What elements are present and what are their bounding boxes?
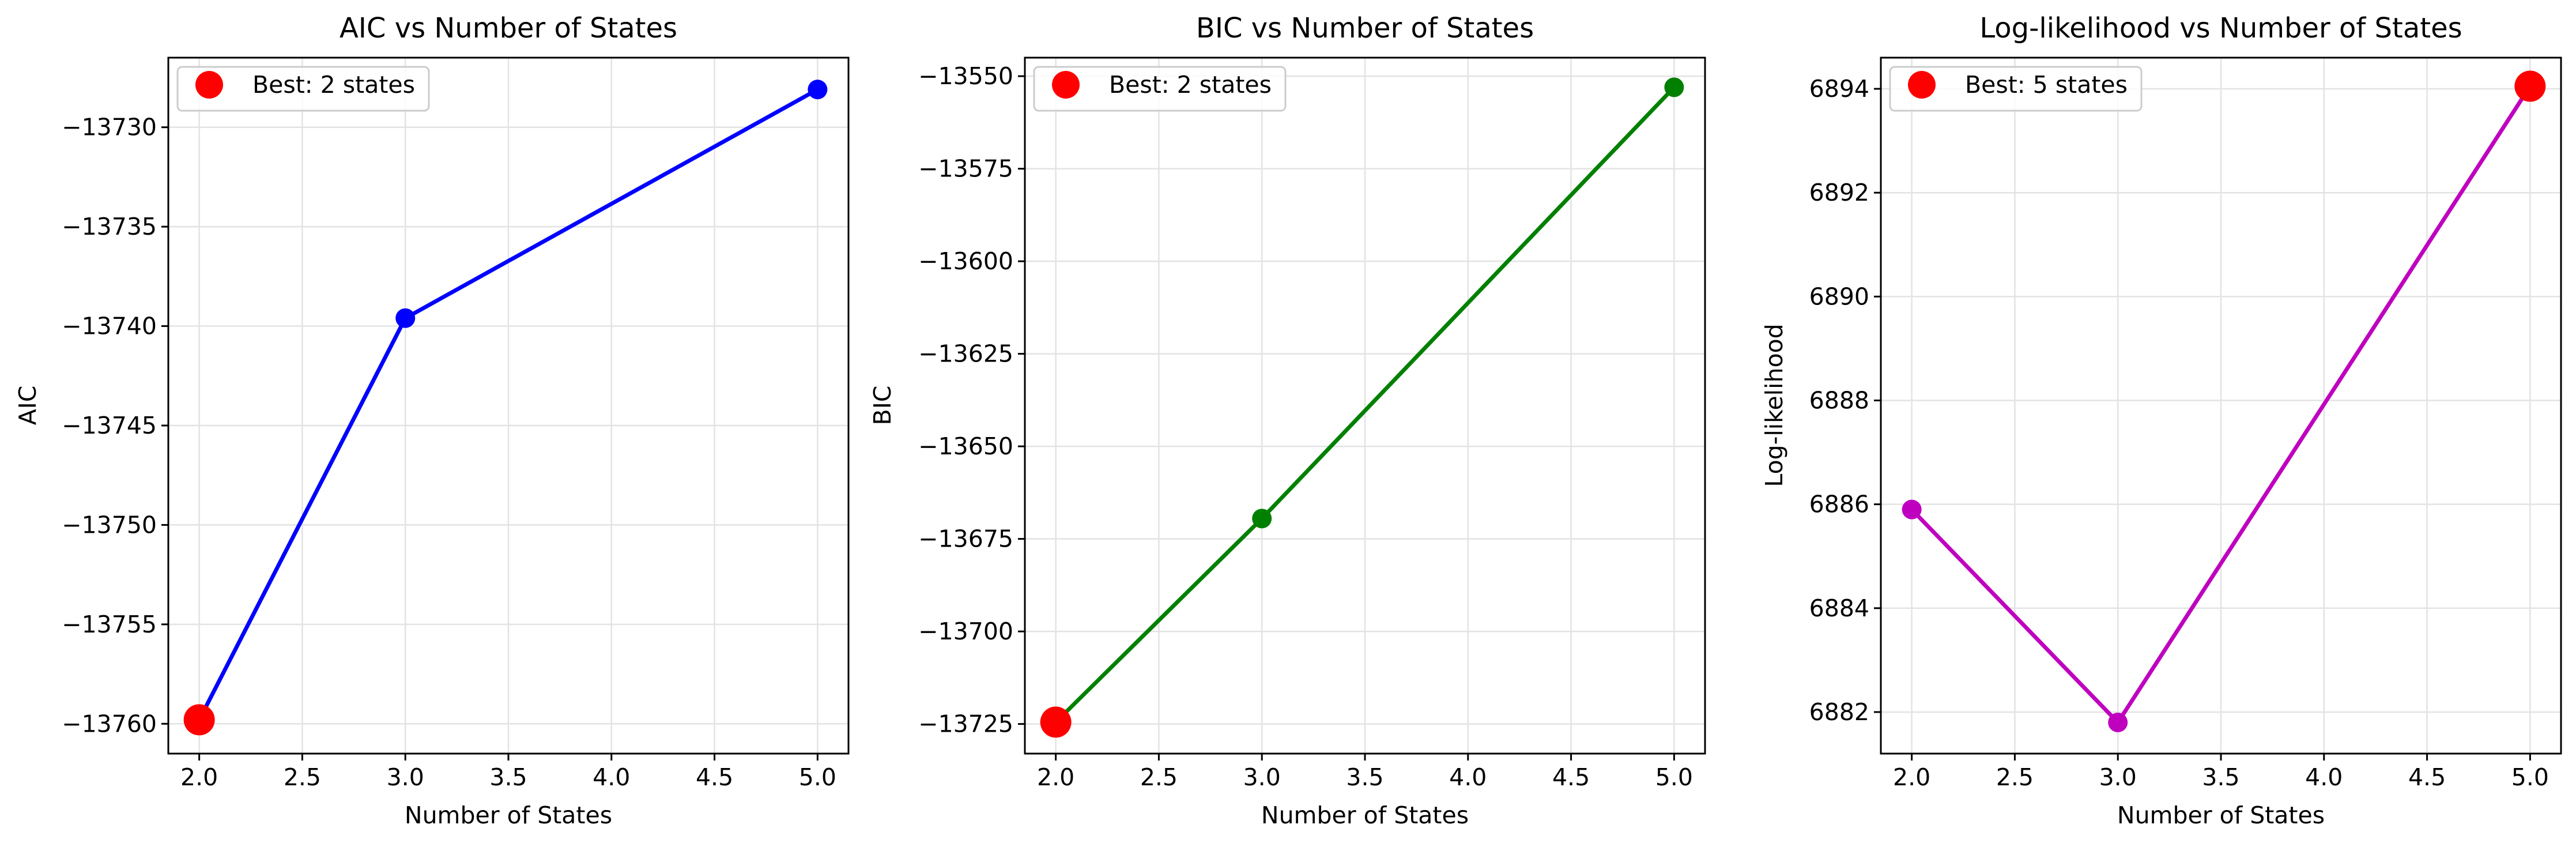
x-tick-label: 4.5	[696, 763, 733, 791]
y-tick-label: −13725	[918, 710, 1013, 738]
legend-best-label: Best: 5 states	[1965, 71, 2128, 99]
y-tick-label: 6894	[1809, 75, 1869, 103]
x-tick-label: 4.0	[2305, 763, 2343, 791]
x-tick-label: 3.0	[2099, 763, 2137, 791]
x-tick-label: 2.5	[284, 763, 321, 791]
y-axis-label: AIC	[14, 386, 42, 426]
x-tick-label: 5.0	[2511, 763, 2549, 791]
x-axis-label: Number of States	[405, 801, 612, 829]
y-tick-label: −13755	[62, 611, 157, 638]
grid	[1025, 58, 1705, 754]
x-axis-ticks: 2.0 2.5 3.0 3.5 4.0 4.5 5.0	[180, 754, 836, 791]
plot-area	[1902, 70, 2546, 732]
data-point	[395, 308, 416, 328]
legend: Best: 2 states	[1033, 66, 1287, 112]
x-tick-label: 2.0	[1037, 763, 1074, 791]
chart-title: AIC vs Number of States	[340, 12, 677, 44]
chart-title: Log-likelihood vs Number of States	[1979, 12, 2462, 44]
y-tick-label: −13625	[918, 340, 1013, 368]
y-axis-label: Log-likelihood	[1760, 323, 1788, 487]
y-tick-label: −13700	[918, 618, 1013, 645]
chart-title: BIC vs Number of States	[1196, 12, 1534, 44]
legend-best-label: Best: 2 states	[1109, 71, 1272, 99]
legend-best-marker	[1908, 71, 1936, 99]
plot-area	[1040, 77, 1684, 738]
y-tick-label: −13600	[918, 247, 1013, 275]
y-tick-label: 6890	[1809, 283, 1869, 310]
legend-best-marker	[1052, 71, 1080, 99]
data-point	[808, 80, 828, 100]
x-tick-label: 4.5	[2408, 763, 2446, 791]
x-tick-label: 3.5	[489, 763, 527, 791]
data-point	[1902, 499, 1922, 520]
x-tick-label: 5.0	[1655, 763, 1693, 791]
chart-panel-aic: 2.0 2.5 3.0 3.5 4.0 4.5 5.0 −13760 −13755 −13750…	[14, 12, 850, 829]
y-tick-label: −13550	[918, 62, 1013, 90]
data-point	[1664, 77, 1684, 97]
y-axis-label: BIC	[869, 386, 896, 426]
best-point-marker	[2514, 70, 2546, 102]
y-tick-label: 6888	[1809, 386, 1869, 414]
y-tick-label: 6892	[1809, 179, 1869, 206]
legend-box	[1033, 66, 1287, 112]
y-tick-label: −13750	[62, 511, 157, 539]
best-point-marker	[183, 704, 215, 736]
x-axis-label: Number of States	[1261, 801, 1469, 829]
y-axis-ticks: −13725 −13700 −13675 −13650 −13625 −13600 −135…	[918, 62, 1025, 738]
x-tick-label: 2.0	[1893, 763, 1930, 791]
grid	[168, 58, 848, 754]
x-axis-ticks: 2.0 2.5 3.0 3.5 4.0 4.5 5.0	[1037, 754, 1693, 791]
y-tick-label: −13740	[62, 313, 157, 340]
y-tick-label: −13745	[62, 412, 157, 439]
x-tick-label: 3.5	[1346, 763, 1383, 791]
x-tick-label: 5.0	[799, 763, 836, 791]
x-tick-label: 3.0	[387, 763, 424, 791]
x-tick-label: 2.0	[180, 763, 218, 791]
chart-panel-bic: 2.0 2.5 3.0 3.5 4.0 4.5 5.0 −13725 −13700 −13675…	[869, 12, 1706, 829]
x-axis-label: Number of States	[2117, 801, 2325, 829]
y-tick-label: 6886	[1809, 491, 1869, 518]
legend-best-marker	[195, 71, 223, 99]
y-tick-label: −13730	[62, 114, 157, 141]
plot-area	[183, 80, 828, 736]
y-tick-label: −13735	[62, 213, 157, 240]
y-tick-label: −13675	[918, 525, 1013, 553]
x-tick-label: 4.0	[1449, 763, 1487, 791]
legend-box	[176, 66, 430, 112]
chart-panel-log-likelihood: 2.0 2.5 3.0 3.5 4.0 4.5 5.0 688268846886688868…	[1760, 12, 2562, 829]
legend: Best: 2 states	[176, 66, 430, 112]
x-tick-label: 2.5	[1140, 763, 1178, 791]
x-tick-label: 4.0	[593, 763, 630, 791]
y-tick-label: −13760	[62, 710, 157, 737]
y-tick-label: −13650	[918, 432, 1013, 460]
y-tick-label: 6882	[1809, 698, 1869, 726]
y-axis-ticks: 6882 6884 6886 6888 6890 6892 6894	[1809, 75, 1881, 726]
data-point	[1252, 509, 1272, 529]
best-point-marker	[1040, 706, 1072, 738]
x-axis-ticks: 2.0 2.5 3.0 3.5 4.0 4.5 5.0	[1893, 754, 2549, 791]
data-point	[2108, 712, 2128, 732]
y-tick-label: 6884	[1809, 594, 1869, 622]
x-tick-label: 4.5	[1552, 763, 1590, 791]
x-tick-label: 3.0	[1243, 763, 1281, 791]
x-tick-label: 3.5	[2202, 763, 2239, 791]
legend-box	[1889, 66, 2143, 112]
legend: Best: 5 states	[1889, 66, 2143, 112]
legend-best-label: Best: 2 states	[252, 71, 415, 99]
grid	[1881, 58, 2561, 754]
y-axis-ticks: −13760 −13755 −13750 −13745 −13740 −13735 −137…	[62, 114, 168, 737]
x-tick-label: 2.5	[1996, 763, 2034, 791]
y-tick-label: −13575	[918, 155, 1013, 183]
